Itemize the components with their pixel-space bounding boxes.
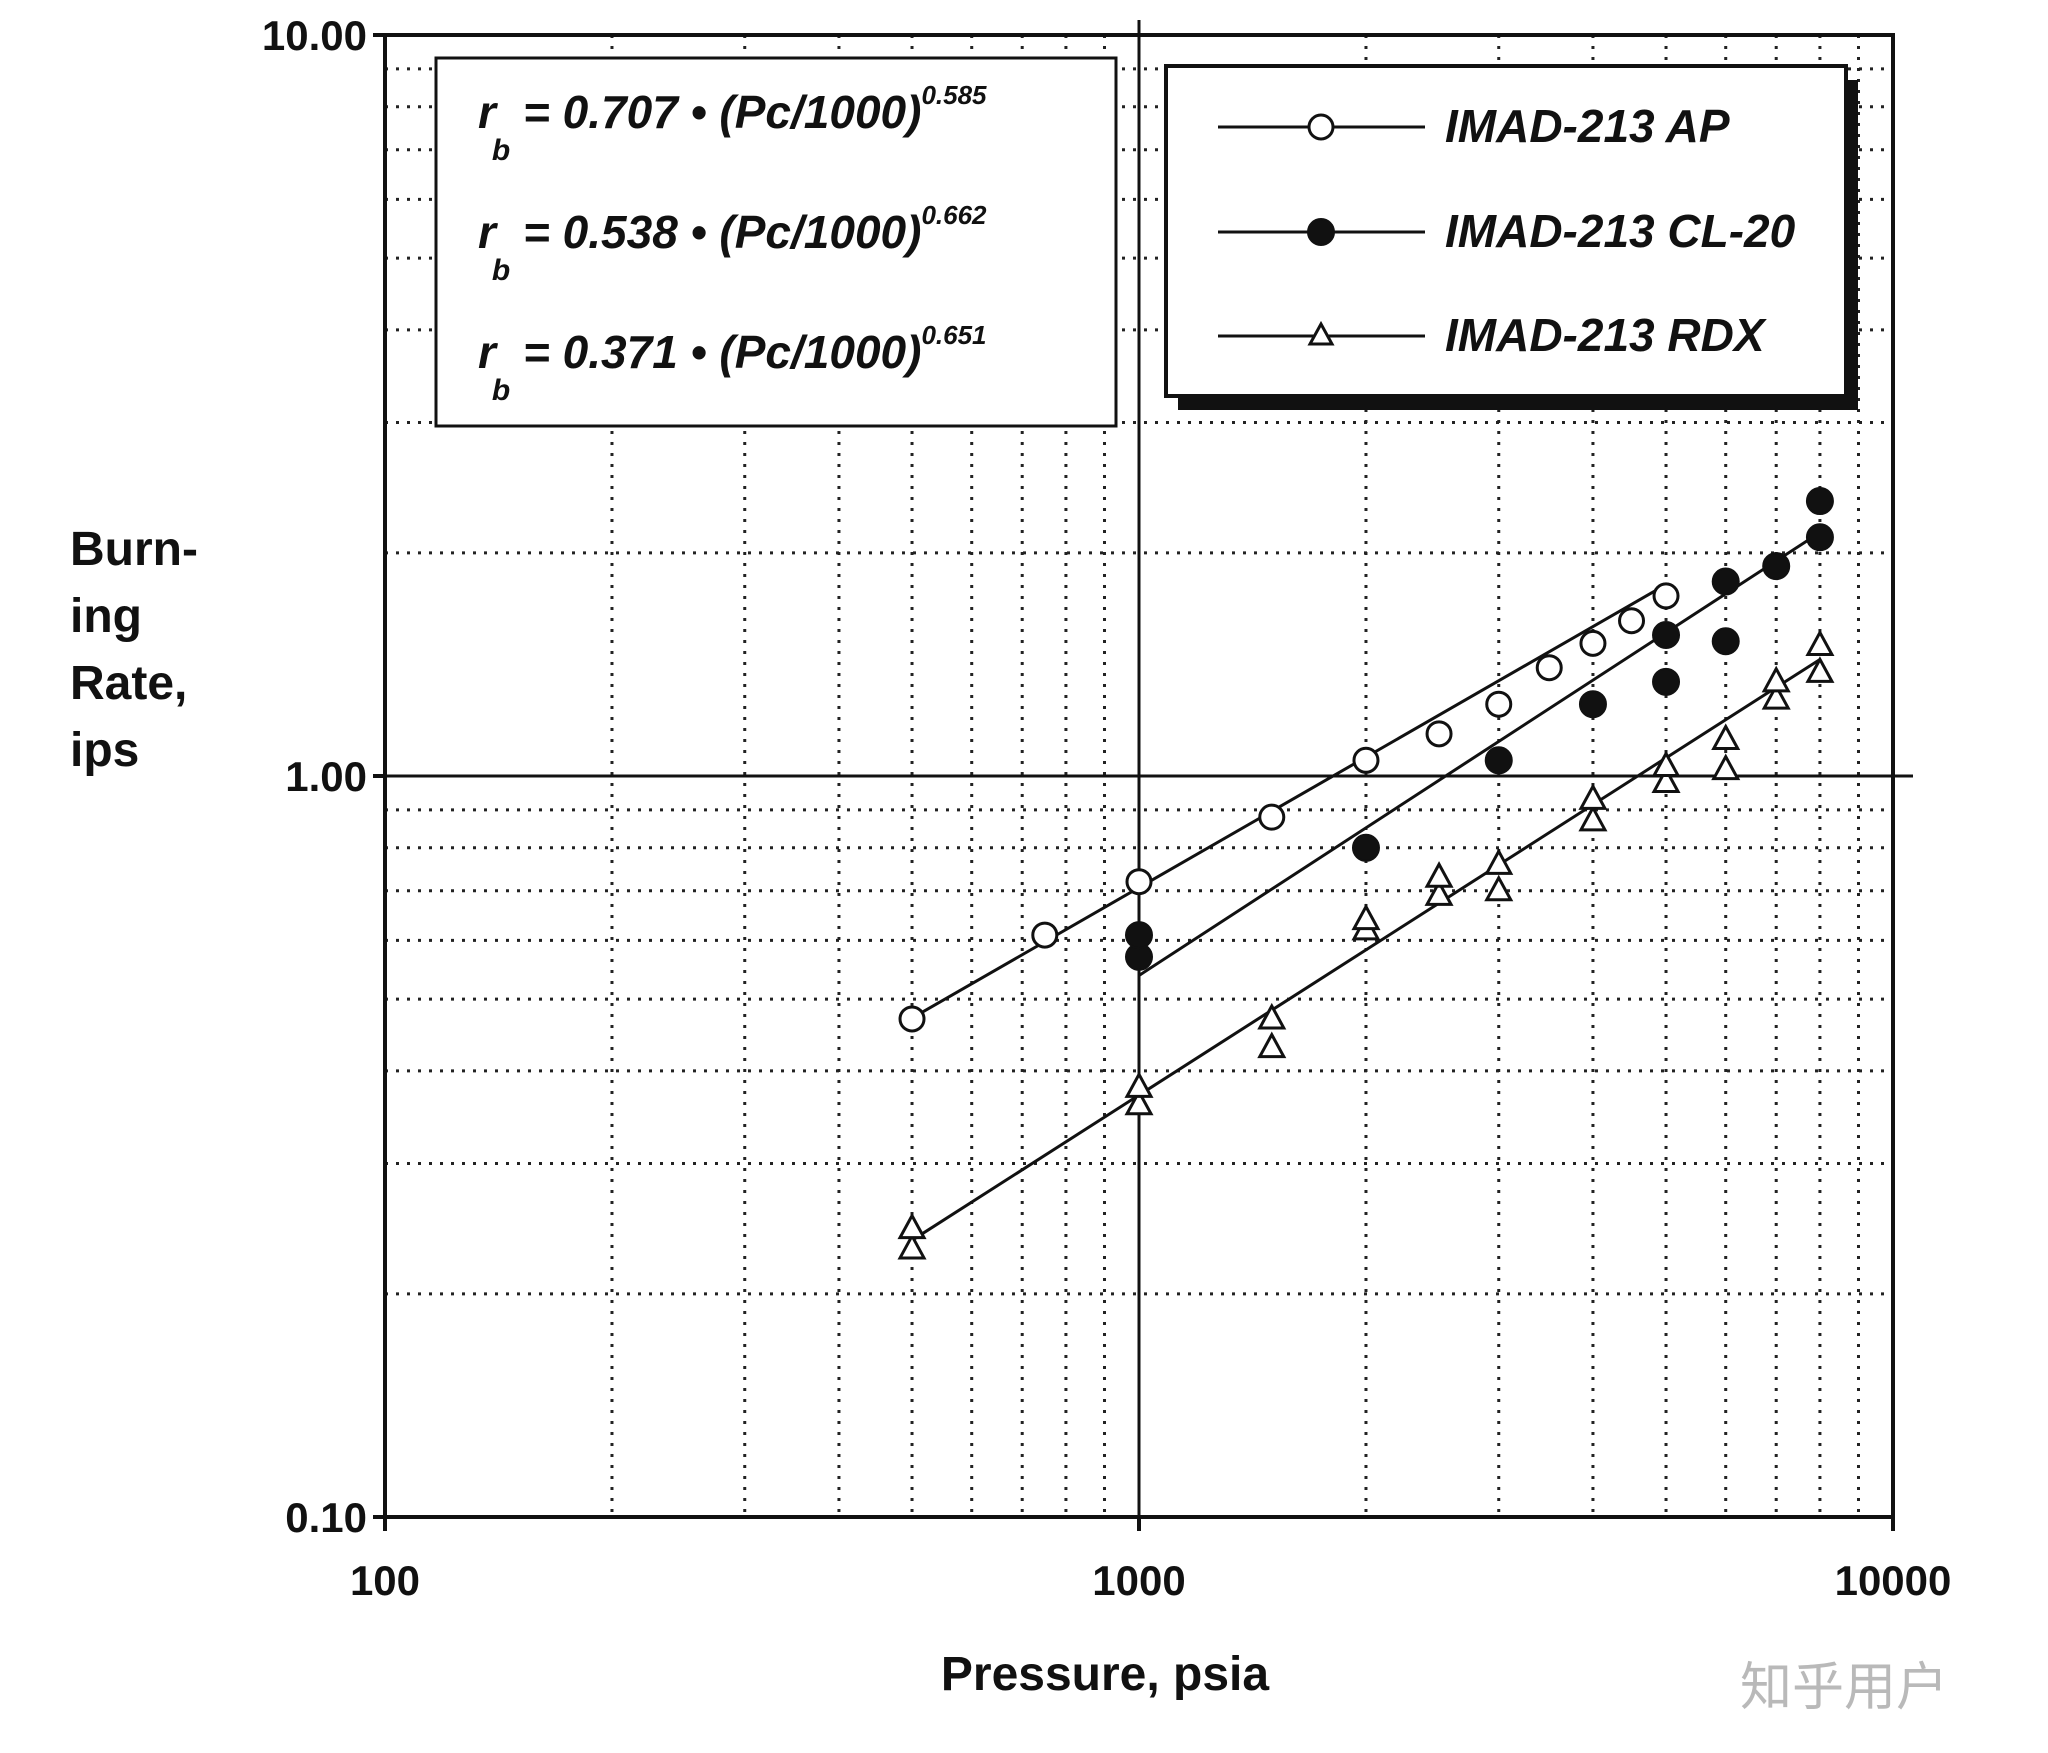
y-tick-label: 0.10	[285, 1494, 367, 1541]
data-point-open-triangle	[1805, 629, 1835, 657]
legend-marker-open-triangle	[1307, 320, 1335, 346]
data-point-open-triangle	[1124, 1071, 1154, 1098]
data-point-open-circle	[1258, 803, 1286, 831]
data-point-open-triangle	[1257, 1031, 1287, 1059]
y-tick-label: 10.00	[262, 12, 367, 59]
plot-frame	[373, 33, 1895, 1531]
legend-item-ap: IMAD-213 AP	[1218, 100, 1730, 152]
y-axis-label-line-4: ips	[70, 724, 139, 777]
y-tick-label: 1.00	[285, 753, 367, 800]
y-axis-label-line-1: Burn-	[70, 523, 198, 576]
legend-marker-open-circle	[1307, 113, 1335, 141]
data-point-open-triangle	[1761, 665, 1791, 693]
svg-text:IMAD-213 AP: IMAD-213 AP	[1445, 100, 1730, 152]
data-point-open-circle	[898, 1005, 926, 1033]
tick-labels: 10.00 1.00 0.10 100 1000 10000	[262, 12, 1952, 1604]
x-tick-label: 10000	[1835, 1557, 1952, 1604]
x-tick-label: 1000	[1092, 1557, 1185, 1604]
data-point-filled-circle	[1711, 627, 1740, 656]
y-axis-label-line-3: Rate,	[70, 657, 187, 710]
x-axis-label: Pressure, psia	[941, 1648, 1270, 1701]
data-point-filled-circle	[1351, 833, 1380, 862]
data-point-open-circle	[1425, 720, 1453, 748]
data-point-open-triangle	[1351, 903, 1381, 931]
data-point-open-triangle	[1761, 682, 1791, 710]
legend: IMAD-213 AP IMAD-213 CL-20 IMAD-213 RDX	[1164, 64, 1858, 410]
data-point-open-triangle	[1711, 753, 1741, 781]
svg-text:rb = 0.707 • (Pc/1000)0.585: rb = 0.707 • (Pc/1000)0.585	[478, 80, 987, 167]
y-axis-label-line-2: ing	[70, 590, 142, 643]
legend-item-rdx: IMAD-213 RDX	[1218, 309, 1767, 361]
data-point-open-triangle	[1578, 804, 1608, 832]
data-point-open-triangle	[1124, 1088, 1154, 1116]
data-point-open-triangle	[1424, 879, 1454, 906]
data-point-filled-circle	[1711, 567, 1740, 596]
data-point-open-circle	[1485, 690, 1513, 718]
svg-text:IMAD-213 RDX: IMAD-213 RDX	[1445, 309, 1767, 361]
data-point-filled-circle	[1578, 690, 1607, 719]
fit-lines	[911, 531, 1821, 1242]
data-point-open-triangle	[1578, 783, 1608, 810]
data-point-open-triangle	[1805, 656, 1835, 683]
y-axis-label: Burn- ing Rate, ips	[70, 523, 198, 777]
svg-text:rb = 0.538 • (Pc/1000)0.662: rb = 0.538 • (Pc/1000)0.662	[478, 200, 987, 287]
data-point-open-triangle	[897, 1232, 927, 1260]
data-point-open-circle	[1125, 868, 1153, 896]
data-point-filled-circle	[1805, 523, 1834, 552]
legend-marker-filled-circle	[1307, 218, 1335, 246]
data-point-open-triangle	[1711, 723, 1741, 751]
data-point-filled-circle	[1652, 667, 1681, 696]
data-point-open-triangle	[1257, 1002, 1287, 1030]
data-point-filled-circle	[1652, 620, 1681, 649]
data-point-open-triangle	[1484, 874, 1514, 902]
legend-item-cl20: IMAD-213 CL-20	[1218, 205, 1796, 257]
svg-text:IMAD-213 CL-20: IMAD-213 CL-20	[1445, 205, 1796, 257]
watermark: 知乎用户	[1740, 1658, 1948, 1718]
data-point-open-circle	[1031, 921, 1059, 949]
data-point-open-triangle	[1651, 750, 1681, 777]
data-point-filled-circle	[1484, 746, 1513, 775]
data-point-filled-circle	[1805, 487, 1834, 516]
data-point-open-circle	[1579, 629, 1607, 657]
fit-line-1	[1138, 531, 1821, 977]
equations-box-border	[434, 56, 1118, 428]
fit-line-2	[911, 658, 1821, 1242]
data-point-open-circle	[1618, 607, 1646, 635]
data-point-open-triangle	[1651, 766, 1681, 794]
data-point-filled-circle	[1125, 921, 1153, 950]
fit-line-0	[911, 583, 1667, 1020]
x-tick-label: 100	[350, 1557, 420, 1604]
svg-text:rb = 0.371 • (Pc/1000)0.651: rb = 0.371 • (Pc/1000)0.651	[478, 320, 987, 407]
data-point-open-circle	[1535, 654, 1563, 682]
data-point-open-triangle	[897, 1212, 927, 1240]
data-point-filled-circle	[1762, 552, 1791, 581]
data-points	[897, 487, 1835, 1260]
data-point-open-triangle	[1484, 848, 1514, 875]
data-point-open-triangle	[1424, 861, 1454, 888]
data-point-open-circle	[1652, 582, 1680, 610]
data-point-open-circle	[1352, 746, 1380, 774]
